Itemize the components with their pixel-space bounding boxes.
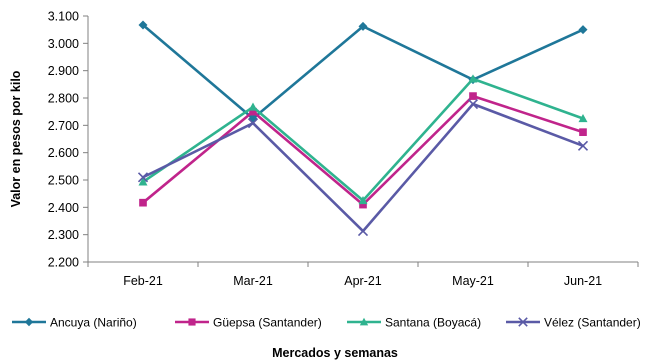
series-4	[137, 98, 589, 237]
y-tick-label: 2.400	[48, 201, 79, 215]
data-point	[358, 196, 368, 205]
series-layer	[137, 20, 589, 237]
series-line	[142, 24, 584, 120]
series-1	[138, 20, 588, 123]
y-axis-title: Valor en pesos por kilo	[9, 70, 23, 207]
x-axis-title: Mercados y semanas	[272, 346, 398, 360]
legend-marker	[188, 318, 196, 326]
data-point	[138, 20, 148, 30]
legend-label: Güepsa (Santander)	[213, 316, 322, 330]
series-line	[142, 102, 584, 233]
x-tick-label: Feb-21	[123, 274, 163, 288]
data-point	[577, 140, 589, 151]
legend-label: Santana (Boyacá)	[385, 316, 481, 330]
y-tick-label: 3.100	[48, 10, 79, 24]
legend-marker	[24, 317, 34, 327]
data-point	[138, 177, 148, 186]
legend-label: Ancuya (Nariño)	[50, 316, 137, 330]
legend-item: Güepsa (Santander)	[175, 316, 322, 330]
x-tick-label: Jun-21	[564, 274, 602, 288]
data-point	[139, 198, 147, 207]
legend: Ancuya (Nariño) Güepsa (Santander) Santana…	[12, 316, 641, 330]
y-tick-label: 2.500	[48, 174, 79, 188]
data-point	[357, 226, 369, 237]
x-ticks: Feb-21 Mar-21 Apr-21 May-21 Jun-21	[87, 262, 639, 288]
x-tick-label: Mar-21	[233, 274, 273, 288]
legend-marker	[359, 317, 369, 326]
data-point	[358, 21, 368, 31]
series-line	[142, 77, 584, 202]
data-point	[248, 102, 258, 111]
data-point	[468, 74, 478, 83]
data-point	[359, 200, 367, 209]
x-tick-label: May-21	[452, 274, 494, 288]
x-tick-label: Apr-21	[344, 274, 382, 288]
legend-item: Ancuya (Nariño)	[12, 316, 137, 330]
series-2	[139, 92, 587, 209]
data-point	[579, 128, 587, 136]
series-line	[142, 94, 584, 206]
data-point	[578, 25, 588, 35]
data-point	[247, 118, 259, 129]
legend-item: Santana (Boyacá)	[347, 316, 481, 330]
y-tick-label: 3.000	[48, 37, 79, 51]
y-ticks: 2.200 2.300 2.400 2.500 2.600 2.700 2.800 2.900…	[48, 10, 88, 270]
series-3	[138, 74, 588, 205]
y-tick-label: 2.900	[48, 64, 79, 78]
axes	[87, 16, 638, 263]
data-point	[578, 114, 588, 123]
legend-marker	[518, 317, 528, 327]
y-tick-label: 2.700	[48, 119, 79, 133]
legend-label: Vélez (Santander)	[544, 316, 641, 330]
data-point	[467, 98, 479, 110]
y-tick-label: 2.600	[48, 146, 79, 160]
y-tick-label: 2.800	[48, 92, 79, 106]
data-point	[249, 107, 257, 116]
y-tick-label: 2.200	[48, 256, 79, 270]
data-point	[469, 92, 477, 100]
y-tick-label: 2.300	[48, 228, 79, 242]
data-point	[137, 172, 149, 183]
legend-item: Vélez (Santander)	[506, 316, 641, 330]
